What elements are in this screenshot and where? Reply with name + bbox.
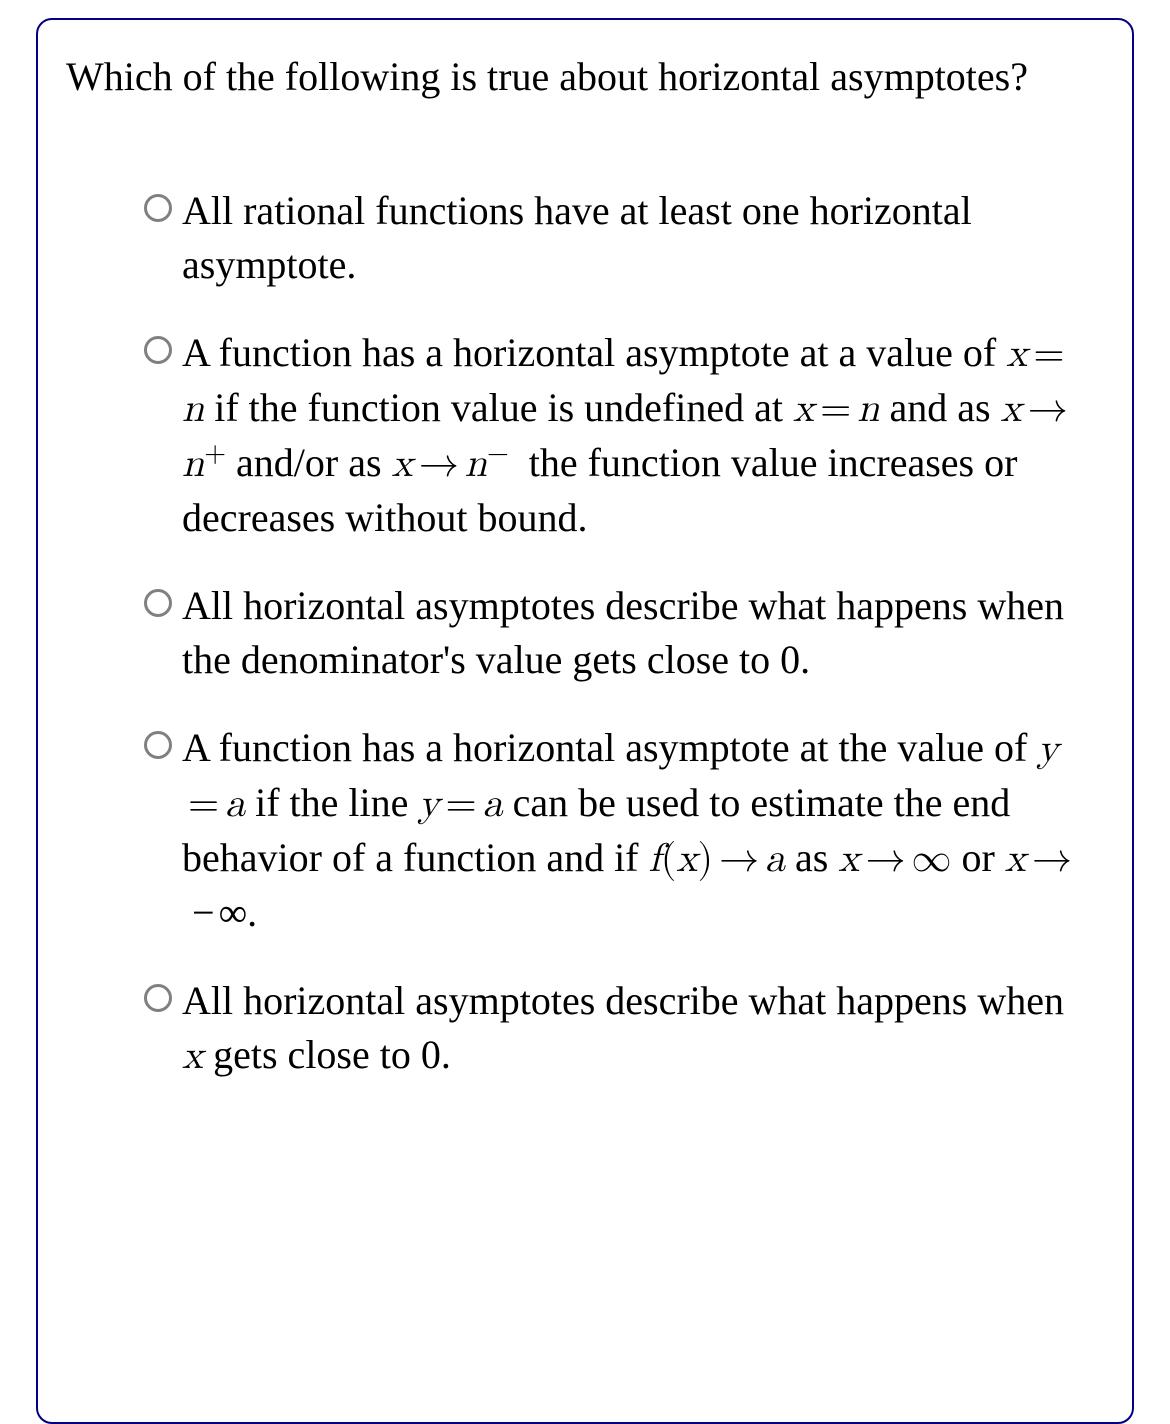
- options-list: All rational functions have at least one…: [144, 184, 1092, 1083]
- question-card: Which of the following is true about hor…: [36, 18, 1134, 1424]
- option-b-text: A function has a horizontal asymptote at…: [182, 326, 1092, 545]
- option-b[interactable]: A function has a horizontal asymptote at…: [144, 326, 1092, 545]
- option-a-text: All rational functions have at least one…: [182, 184, 1092, 292]
- option-c-text: All horizontal asymptotes describe what …: [182, 579, 1092, 687]
- option-d-text: A function has a horizontal asymptote at…: [182, 721, 1092, 940]
- radio-icon[interactable]: [144, 589, 172, 617]
- option-c[interactable]: All horizontal asymptotes describe what …: [144, 579, 1092, 687]
- page: Which of the following is true about hor…: [0, 0, 1170, 1424]
- radio-icon[interactable]: [144, 984, 172, 1012]
- question-text: Which of the following is true about hor…: [66, 50, 1092, 104]
- option-e[interactable]: All horizontal asymptotes describe what …: [144, 974, 1092, 1083]
- option-d[interactable]: A function has a horizontal asymptote at…: [144, 721, 1092, 940]
- option-e-text: All horizontal asymptotes describe what …: [182, 974, 1092, 1083]
- radio-icon[interactable]: [144, 731, 172, 759]
- radio-icon[interactable]: [144, 336, 172, 364]
- option-a[interactable]: All rational functions have at least one…: [144, 184, 1092, 292]
- radio-icon[interactable]: [144, 194, 172, 222]
